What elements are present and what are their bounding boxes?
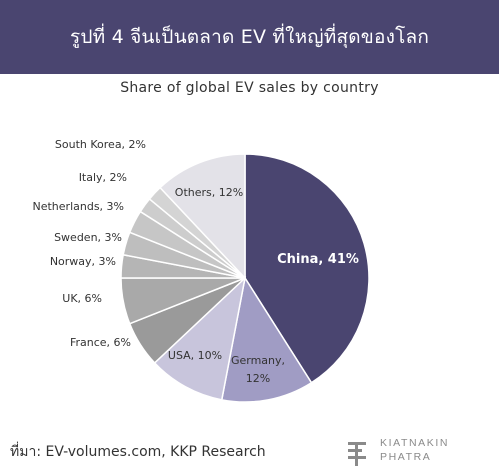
slice-label: South Korea, 2% xyxy=(55,138,146,151)
slice-label: Netherlands, 3% xyxy=(33,200,125,213)
slice-label: France, 6% xyxy=(70,336,131,349)
chart-title: Share of global EV sales by country xyxy=(120,80,379,96)
chart-header: รูปที่ 4 จีนเป็นตลาด EV ที่ใหญ่ที่สุดของ… xyxy=(0,0,499,74)
pie-slice xyxy=(159,153,246,280)
slice-label: USA, 10% xyxy=(168,349,222,362)
kiatnakin-phatra-logo-icon xyxy=(348,442,366,466)
source-note: ที่มา: EV-volumes.com, KKP Research xyxy=(10,444,266,460)
slice-label: Others, 12% xyxy=(175,186,243,199)
slice-label: Sweden, 3% xyxy=(54,231,122,244)
slice-label: Germany, 12% xyxy=(231,354,285,385)
header-title: รูปที่ 4 จีนเป็นตลาด EV ที่ใหญ่ที่สุดของ… xyxy=(69,26,430,48)
logo-line-2: PHATRA xyxy=(380,451,432,463)
slice-label: Norway, 3% xyxy=(50,255,116,268)
pie-slice xyxy=(220,275,313,403)
slice-label: China, 41% xyxy=(277,252,359,267)
slice-label: Italy, 2% xyxy=(79,171,127,184)
slice-label: UK, 6% xyxy=(62,292,102,305)
pie-slice xyxy=(153,275,247,401)
logo-line-1: KIATNAKIN xyxy=(380,437,450,449)
